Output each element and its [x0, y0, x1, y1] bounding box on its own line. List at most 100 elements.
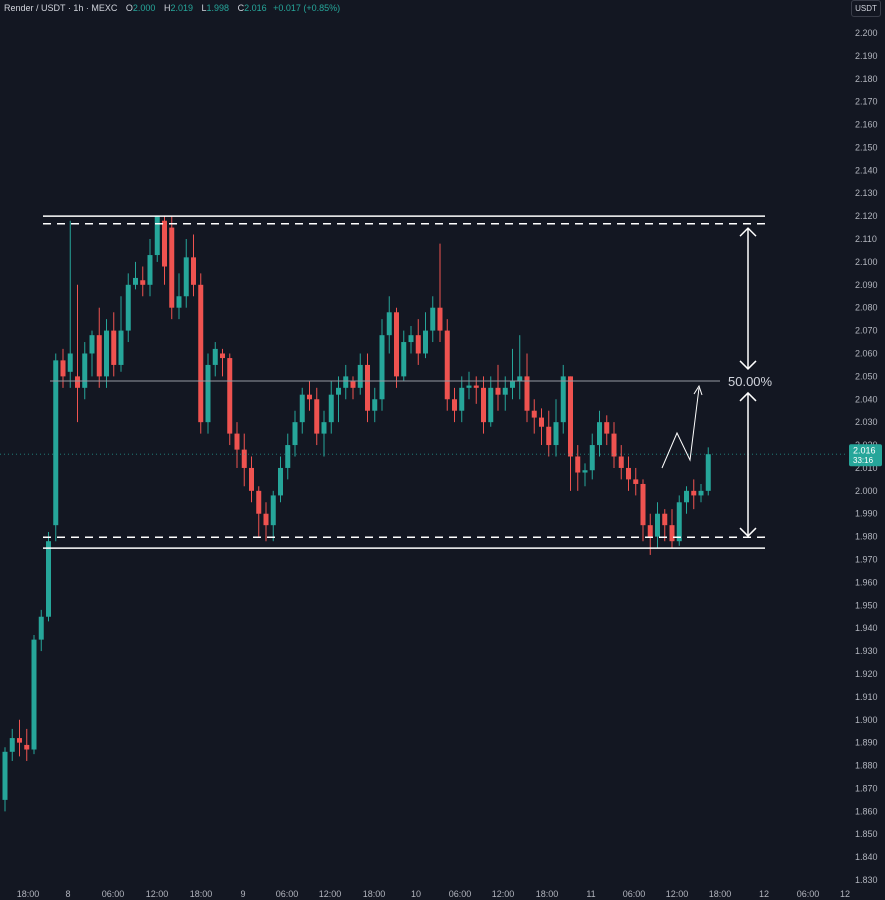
- candle: [53, 353, 59, 542]
- candle-body: [205, 364, 211, 423]
- candle: [278, 456, 283, 503]
- candle: [611, 422, 617, 468]
- candle: [241, 433, 247, 487]
- y-tick-label: 1.870: [855, 783, 878, 793]
- y-tick-label: 2.140: [855, 165, 878, 175]
- change-value: +0.017 (+0.85%): [273, 3, 341, 13]
- x-tick-label: 06:00: [623, 889, 646, 899]
- candle: [568, 376, 573, 491]
- candle-body: [357, 364, 363, 388]
- candle: [169, 216, 175, 320]
- arrow-head-icon: [739, 527, 757, 538]
- candle: [669, 509, 675, 549]
- candle: [517, 335, 523, 400]
- candle: [212, 342, 218, 377]
- candle-body: [560, 376, 566, 423]
- candle: [343, 364, 349, 400]
- candle-body: [640, 483, 646, 526]
- candle: [234, 422, 240, 468]
- candle: [191, 234, 196, 297]
- candle-body: [466, 385, 472, 388]
- candles-group: [2, 216, 711, 812]
- candle-body: [220, 353, 225, 359]
- candle: [655, 502, 660, 549]
- symbol-label[interactable]: Render / USDT · 1h · MEXC: [4, 3, 118, 13]
- x-tick-label: 18:00: [17, 889, 40, 899]
- candle: [437, 243, 443, 343]
- x-axis: 18:00 8 06:00 12:00 18:00 9 06:00 12:00 18:00 10 0…: [17, 889, 850, 899]
- y-axis: 2.200 2.190 2.180 2.170 2.160 2.150 2.140 2.130…: [849, 28, 882, 885]
- candle-body: [546, 426, 552, 446]
- x-tick-label: 18:00: [709, 889, 732, 899]
- x-tick-label: 06:00: [797, 889, 820, 899]
- candle-body: [249, 467, 254, 491]
- candle-body: [198, 284, 204, 423]
- candle-body: [278, 467, 283, 496]
- y-tick-label: 2.040: [855, 394, 878, 404]
- y-tick-label: 1.930: [855, 646, 878, 656]
- candle: [430, 296, 436, 343]
- candle-body: [510, 380, 515, 388]
- candle-body: [96, 335, 102, 377]
- candle: [401, 330, 407, 381]
- candle-body: [698, 490, 704, 496]
- candle: [495, 364, 501, 411]
- candle: [618, 445, 624, 480]
- candle-body: [321, 422, 327, 434]
- candle: [394, 307, 399, 388]
- candle: [17, 719, 22, 757]
- y-tick-label: 2.180: [855, 74, 878, 84]
- candle-body: [444, 330, 450, 400]
- candle: [662, 509, 668, 542]
- candle-body: [597, 422, 602, 446]
- candle: [452, 387, 457, 423]
- x-tick-label: 12:00: [146, 889, 169, 899]
- y-tick-label: 2.130: [855, 188, 878, 198]
- candle-body: [568, 376, 573, 457]
- candle: [423, 312, 428, 359]
- candle: [31, 635, 37, 755]
- candle: [176, 273, 182, 320]
- candle: [125, 273, 131, 343]
- candle: [365, 353, 370, 423]
- candle: [589, 433, 595, 480]
- candle: [705, 447, 711, 496]
- candle: [350, 376, 356, 400]
- y-tick-label: 1.860: [855, 806, 878, 816]
- y-tick-label: 2.110: [855, 234, 877, 244]
- candle-body: [531, 410, 537, 418]
- candle-body: [473, 385, 479, 388]
- last-price-countdown: 33:16: [853, 456, 874, 465]
- candle-body: [676, 502, 682, 542]
- y-tick-label: 1.990: [855, 509, 878, 519]
- last-price-box: [849, 444, 882, 467]
- candle-body: [517, 376, 523, 381]
- candle: [553, 399, 559, 457]
- candle-body: [162, 220, 167, 267]
- candle-body: [626, 467, 631, 480]
- levels-group: [0, 215, 847, 549]
- candle-body: [604, 422, 610, 434]
- projection-path: [661, 387, 700, 469]
- candle: [510, 348, 515, 400]
- candle: [415, 319, 421, 365]
- symbol-header: Render / USDT · 1h · MEXC O2.000 H2.019 …: [4, 3, 340, 13]
- candle-body: [633, 479, 639, 484]
- candle-body: [524, 376, 530, 411]
- candle: [314, 387, 320, 446]
- candle-body: [241, 449, 247, 468]
- candle-body: [75, 376, 80, 388]
- candle-body: [67, 353, 73, 372]
- candle: [111, 312, 117, 377]
- currency-button[interactable]: USDT: [851, 0, 881, 17]
- candle: [633, 467, 639, 496]
- high-value: 2.019: [170, 3, 193, 13]
- candle-body: [118, 330, 124, 365]
- candle-body: [285, 445, 291, 468]
- candle: [249, 456, 254, 503]
- y-tick-label: 2.000: [855, 486, 878, 496]
- x-tick-label: 11: [586, 889, 595, 899]
- candle-body: [314, 399, 320, 434]
- candle-body: [104, 330, 109, 377]
